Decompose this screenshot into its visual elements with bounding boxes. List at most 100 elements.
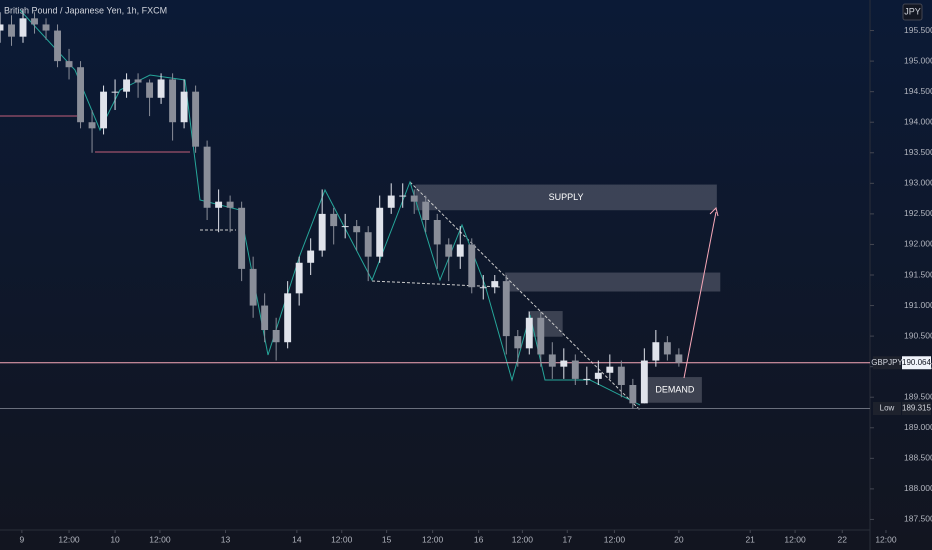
price-name: GBPJPY: [871, 358, 903, 367]
candle-body: [215, 201, 223, 208]
currency-label: JPY: [904, 6, 921, 16]
candle-body: [100, 91, 108, 129]
candle-body: [456, 244, 464, 257]
candle-body: [548, 354, 556, 367]
zone: [505, 272, 721, 292]
candle-body: [468, 244, 476, 288]
x-tick-label: 12:00: [604, 534, 626, 544]
candle-body: [364, 232, 372, 257]
x-tick-label: 12:00: [784, 534, 806, 544]
candle-body: [169, 79, 177, 123]
projection-arrow: [683, 211, 717, 379]
candle-body: [65, 61, 73, 68]
y-tick-label: 187.500: [904, 514, 932, 524]
x-tick-label: 12:00: [58, 534, 80, 544]
y-tick-label: 191.500: [904, 269, 932, 279]
candle-body: [19, 18, 27, 37]
price-value-box: [902, 356, 931, 370]
zone-label: DEMAND: [655, 384, 695, 394]
candle-body: [617, 366, 625, 385]
price-name-box: [873, 402, 901, 416]
y-tick-label: 195.500: [904, 25, 932, 35]
x-tick-label: 12:00: [512, 534, 534, 544]
candle-body: [203, 146, 211, 208]
x-tick-label: 12:00: [331, 534, 353, 544]
y-tick-label: 189.500: [904, 391, 932, 401]
y-tick-label: 192.000: [904, 239, 932, 249]
candle-body: [479, 287, 487, 289]
price-name: Low: [880, 404, 895, 413]
arrow-head: [709, 207, 719, 217]
candle-body: [226, 201, 234, 208]
x-tick-label: 20: [674, 534, 684, 544]
x-tick-label: 14: [292, 534, 302, 544]
candle-body: [284, 293, 292, 343]
candle-body: [157, 79, 165, 98]
y-tick-label: 193.500: [904, 147, 932, 157]
candle-body: [491, 281, 499, 288]
candle-body: [330, 213, 338, 227]
candle-body: [399, 195, 407, 197]
price-value: 190.064: [902, 358, 931, 367]
currency-box: [902, 3, 923, 21]
level-line: [371, 280, 501, 288]
candle-body: [410, 195, 418, 202]
candle-body: [192, 91, 200, 147]
candle-body: [261, 305, 269, 330]
x-tick-label: 12:00: [875, 534, 897, 544]
candle-body: [560, 360, 568, 367]
x-tick-label: 16: [474, 534, 484, 544]
candle-body: [272, 330, 280, 343]
candle-body: [376, 207, 384, 257]
candle-body: [42, 24, 50, 31]
zone: [528, 311, 563, 337]
candle-body: [594, 372, 602, 379]
candle-body: [387, 195, 395, 208]
x-tick-label: 13: [221, 534, 231, 544]
candle-body: [663, 342, 671, 355]
candle-body: [77, 67, 84, 123]
y-tick-label: 194.500: [904, 86, 932, 96]
zone: [415, 184, 717, 211]
candle-body: [0, 24, 4, 31]
x-tick-label: 15: [382, 534, 392, 544]
y-tick-label: 190.500: [904, 330, 932, 340]
candle-body: [514, 336, 522, 349]
candle-body: [502, 281, 510, 337]
x-tick-label: 10: [110, 534, 120, 544]
x-tick-label: 17: [563, 534, 573, 544]
x-tick-label: 21: [745, 534, 755, 544]
y-tick-label: 188.500: [904, 453, 932, 463]
candle-body: [525, 317, 533, 349]
candle-body: [583, 378, 591, 380]
price-value-box: [902, 402, 931, 416]
x-tick-label: 22: [838, 534, 848, 544]
price-value: 189.315: [902, 404, 931, 413]
candle-body: [88, 122, 96, 129]
x-tick-label: 12:00: [149, 534, 171, 544]
zone: [647, 377, 702, 403]
candle-body: [341, 226, 349, 228]
y-tick-label: 194.000: [904, 116, 932, 126]
candle-body: [8, 24, 15, 37]
candle-body: [307, 250, 315, 263]
candle-body: [571, 360, 579, 379]
candle-body: [111, 91, 119, 93]
candle-body: [675, 354, 683, 363]
y-tick-label: 191.000: [904, 300, 932, 310]
x-tick-label: 9: [19, 534, 24, 544]
candle-body: [537, 317, 545, 355]
y-tick-label: 192.500: [904, 208, 932, 218]
candle-body: [249, 268, 257, 306]
candle-body: [433, 220, 441, 245]
chart-title: British Pound / Japanese Yen, 1h, FXCM: [4, 5, 167, 15]
y-tick-label: 195.000: [904, 55, 932, 65]
candle-body: [134, 79, 142, 83]
x-tick-label: 12:00: [422, 534, 444, 544]
candle-body: [445, 244, 453, 257]
candle-body: [629, 385, 637, 404]
candle-body: [123, 79, 131, 92]
